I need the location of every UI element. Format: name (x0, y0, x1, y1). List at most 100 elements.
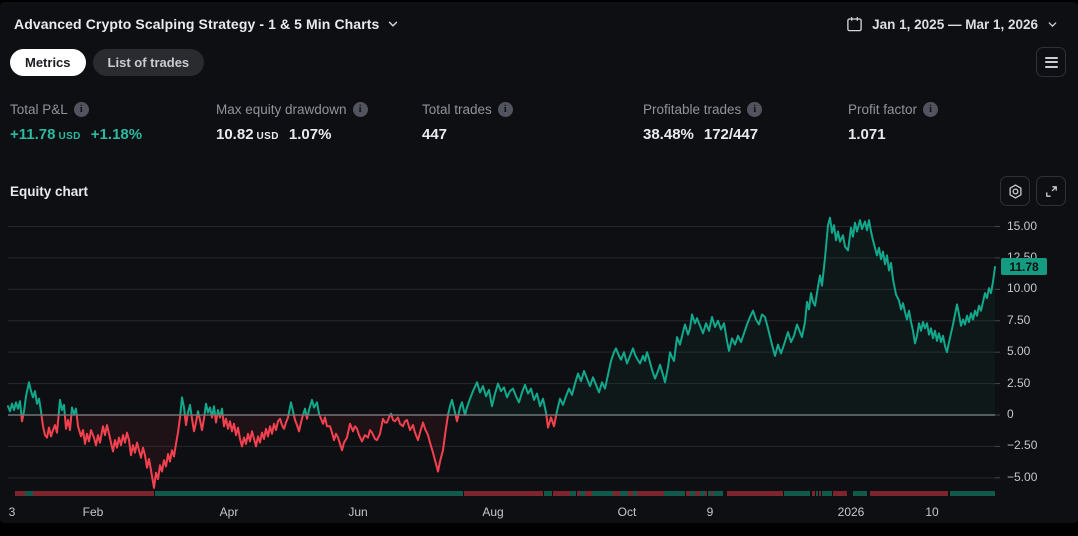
trade-strip-segment (700, 491, 705, 496)
metric-total-pnl: Total P&L i +11.78 USD +1.18% (10, 102, 142, 143)
tab-metrics[interactable]: Metrics (10, 48, 86, 76)
info-icon[interactable]: i (497, 102, 513, 117)
trade-strip-segment (664, 491, 685, 496)
trade-strip-segment (711, 491, 713, 496)
metric-label: Profit factor (848, 102, 918, 117)
y-axis-label: 0 (1007, 407, 1014, 421)
gear-icon (1008, 183, 1022, 199)
trade-strip-segment (570, 491, 576, 496)
metric-profitable-trades: Profitable trades i 38.48% 172/447 (643, 102, 763, 143)
trade-strip-segment (708, 491, 711, 496)
chevron-down-icon (389, 21, 398, 27)
fullscreen-button[interactable] (1036, 176, 1066, 206)
metric-value: 10.82 USD 1.07% (216, 126, 332, 143)
metric-total-trades: Total trades i 447 (422, 102, 513, 143)
trade-strip-segment (833, 491, 847, 496)
info-icon[interactable]: i (747, 102, 763, 117)
trade-strip-segment (686, 491, 690, 496)
metric-value: +11.78 USD +1.18% (10, 126, 143, 143)
trade-strip-segment (950, 491, 995, 496)
trade-strip-segment (633, 491, 637, 496)
info-icon[interactable]: i (73, 102, 89, 117)
metric-label: Total P&L (10, 102, 68, 117)
y-axis-label: 15.00 (1007, 218, 1038, 233)
x-axis-label: Aug (482, 505, 504, 519)
metric-max-drawdown: Max equity drawdown i 10.82 USD 1.07% (216, 102, 368, 143)
x-axis-label: 9 (706, 505, 714, 519)
trade-strip-segment (727, 491, 783, 496)
x-axis-label: Jun (348, 505, 368, 519)
trade-strip-segment (33, 491, 154, 496)
trade-strip-segment (816, 491, 818, 496)
trade-strip-segment (695, 491, 700, 496)
info-icon[interactable]: i (352, 102, 368, 117)
equity-area-positive (8, 217, 995, 415)
metric-label: Profitable trades (643, 102, 742, 117)
trade-strip-segment (25, 491, 33, 496)
metric-label: Max equity drawdown (216, 102, 347, 117)
trade-strip-segment (822, 491, 832, 496)
metrics-row: Total P&L i +11.78 USD +1.18% Max equity dr… (0, 102, 1078, 158)
report-layout-button[interactable] (1036, 47, 1066, 77)
x-axis-label: Feb (82, 505, 104, 519)
equity-line-positive (7, 216, 996, 415)
trade-strip-segment (713, 491, 723, 496)
trade-strip-segment (464, 491, 543, 496)
trade-strip-segment (592, 491, 613, 496)
y-axis-label: −5.00 (1007, 469, 1038, 484)
y-axis-label: 2.50 (1007, 375, 1031, 390)
metric-value: 447 (422, 126, 448, 143)
trade-strip-segment (580, 491, 585, 496)
trade-strip-segment (819, 491, 821, 496)
trade-strip-segment (870, 491, 948, 496)
x-axis-label: 2026 (837, 505, 865, 519)
metric-value: 1.071 (848, 126, 886, 143)
equity-line-negative (20, 415, 558, 489)
strategy-title-dropdown[interactable]: Advanced Crypto Scalping Strategy - 1 & … (14, 16, 399, 32)
trade-strip-segment (613, 491, 620, 496)
trade-strip-segment (690, 491, 695, 496)
tabs-bar: Metrics List of trades (0, 47, 1078, 77)
header: Advanced Crypto Scalping Strategy - 1 & … (0, 2, 1078, 36)
y-axis-label: 5.00 (1007, 344, 1031, 359)
y-axis-label: 7.50 (1007, 312, 1031, 327)
y-axis-label: 10.00 (1007, 281, 1038, 296)
metric-profit-factor: Profit factor i 1.071 (848, 102, 939, 143)
y-axis-label: −2.50 (1007, 438, 1038, 453)
tab-list-of-trades[interactable]: List of trades (92, 48, 205, 76)
section-title: Equity chart (10, 183, 89, 199)
trade-strip-segment (853, 491, 867, 496)
metric-label: Total trades (422, 102, 492, 117)
trade-strip-segment (620, 491, 628, 496)
x-axis-label: Oct (617, 505, 637, 519)
last-value-badge: 11.78 (1001, 258, 1047, 276)
date-range-label: Jan 1, 2025 — Mar 1, 2026 (872, 16, 1038, 32)
strategy-tester-panel: Advanced Crypto Scalping Strategy - 1 & … (0, 2, 1078, 523)
trade-strip-segment (705, 491, 707, 496)
trade-strip-segment (577, 491, 580, 496)
trade-strip-segment (155, 491, 463, 496)
info-icon[interactable]: i (923, 102, 939, 117)
expand-icon (1045, 185, 1057, 197)
trade-strip-segment (585, 491, 592, 496)
list-lines-icon (1044, 56, 1058, 68)
x-axis-label: Apr (219, 505, 239, 519)
trade-strip-segment (812, 491, 815, 496)
x-axis-label: 3 (8, 505, 16, 519)
x-axis-label: 10 (925, 505, 939, 519)
calendar-icon (847, 16, 862, 31)
date-range-picker[interactable]: Jan 1, 2025 — Mar 1, 2026 (846, 16, 1064, 33)
equity-chart-canvas[interactable] (0, 203, 1078, 521)
equity-chart: 11.78 15.00 12.50 10.00 7.50 5.00 2.50 0 −2.50−… (0, 203, 1078, 521)
trade-strip-segment (553, 491, 570, 496)
trade-strip-segment (637, 491, 664, 496)
trade-strip-segment (544, 491, 552, 496)
trade-strip-segment (628, 491, 633, 496)
equity-chart-header: Equity chart (0, 176, 1078, 206)
metric-value: 38.48% 172/447 (643, 126, 759, 143)
page-title: Advanced Crypto Scalping Strategy - 1 & … (14, 16, 380, 32)
trade-strip-segment (15, 491, 25, 496)
trade-strip-segment (784, 491, 810, 496)
chevron-down-icon (1048, 21, 1057, 27)
chart-settings-button[interactable] (1000, 176, 1030, 206)
